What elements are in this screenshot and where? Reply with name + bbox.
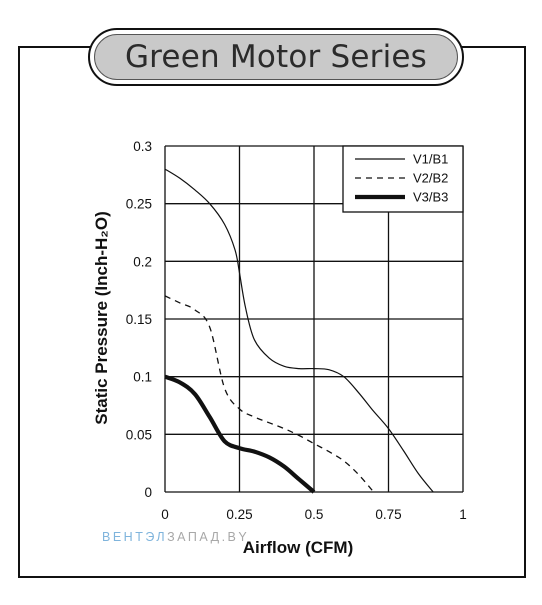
y-axis-label: Static Pressure (Inch-H₂O) bbox=[92, 211, 111, 425]
series-line-v2-b2 bbox=[164, 295, 375, 493]
series-line-v3-b3 bbox=[164, 374, 316, 494]
watermark-blue-text: ВЕНТЭЛ bbox=[102, 530, 168, 544]
x-tick-label-2: 0.5 bbox=[305, 507, 324, 522]
legend-box bbox=[342, 145, 464, 213]
x-tick-label-4: 1 bbox=[459, 507, 467, 522]
legend-label-v2-b2: V2/B2 bbox=[413, 171, 448, 186]
watermark: ВЕНТЭЛЗАПАД.BY bbox=[102, 530, 249, 544]
x-tick-label-1: 0.25 bbox=[226, 507, 252, 522]
legend-label-v1-b1: V1/B1 bbox=[413, 152, 448, 167]
legend-label-v3-b3: V3/B3 bbox=[413, 190, 448, 205]
y-tick-label-1: 0.05 bbox=[126, 427, 152, 442]
y-tick-label-5: 0.25 bbox=[126, 197, 152, 212]
legend: V1/B1 V2/B2 V3/B3 bbox=[342, 145, 464, 213]
x-tick-label-0: 0 bbox=[161, 507, 169, 522]
x-axis-label: Airflow (CFM) bbox=[243, 538, 353, 557]
y-tick-label-6: 0.3 bbox=[133, 139, 152, 154]
watermark-gray-text: ЗАПАД.BY bbox=[167, 530, 250, 544]
x-tick-label-3: 0.75 bbox=[375, 507, 401, 522]
series-line-v1-b1 bbox=[164, 168, 434, 493]
title-badge-inner: Green Motor Series bbox=[94, 34, 458, 80]
y-tick-label-2: 0.1 bbox=[133, 370, 152, 385]
y-tick-label-3: 0.15 bbox=[126, 312, 152, 327]
title-badge: Green Motor Series bbox=[88, 28, 464, 86]
y-tick-label-4: 0.2 bbox=[133, 254, 152, 269]
grid-lines bbox=[164, 145, 464, 493]
tick-labels: 0 0.25 0.5 0.75 1 0 0.05 0.1 0.15 0.2 0.25 0.3 bbox=[126, 139, 467, 522]
chart-title: Green Motor Series bbox=[124, 39, 428, 75]
series-lines bbox=[164, 168, 434, 494]
y-tick-label-0: 0 bbox=[144, 485, 152, 500]
